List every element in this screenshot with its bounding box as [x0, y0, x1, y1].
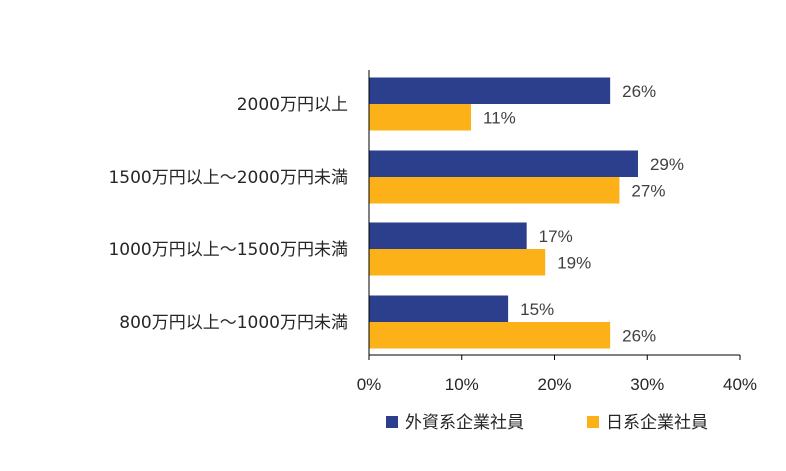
- bar-japanese-2: [369, 249, 546, 276]
- category-label-1: 1500万円以上～2000万円未満: [108, 168, 348, 188]
- data-label-foreign-3: 15%: [520, 300, 554, 319]
- bar-foreign-1: [369, 150, 638, 177]
- data-label-japanese-2: 19%: [557, 253, 591, 272]
- x-tick-label-2: 20%: [537, 375, 571, 394]
- labels-layer: 26% 11% 2000万円以上 29% 27% 1500万円以上～2000万円未満 17%…: [108, 82, 684, 346]
- bar-foreign-0: [369, 77, 611, 104]
- category-label-0: 2000万円以上: [237, 95, 348, 115]
- bar-foreign-3: [369, 295, 509, 322]
- bars-layer: [369, 77, 638, 349]
- x-tick-label-4: 40%: [723, 375, 757, 394]
- x-tick-label-1: 10%: [445, 375, 479, 394]
- bar-foreign-2: [369, 222, 527, 249]
- category-label-3: 800万円以上～1000万円未満: [119, 313, 348, 333]
- legend-swatch-foreign: [386, 416, 398, 428]
- x-tick-label-3: 30%: [630, 375, 664, 394]
- legend-swatch-japanese: [587, 416, 599, 428]
- legend-label-foreign: 外資系企業社員: [405, 413, 524, 433]
- x-tick-label-0: 0%: [357, 375, 382, 394]
- axis-layer: 0% 10% 20% 30% 40%: [357, 70, 757, 394]
- data-label-japanese-1: 27%: [631, 181, 665, 200]
- bar-japanese-3: [369, 322, 611, 349]
- data-label-foreign-0: 26%: [622, 82, 656, 101]
- bar-japanese-1: [369, 177, 620, 204]
- legend: 外資系企業社員 日系企業社員: [386, 413, 708, 433]
- data-label-japanese-0: 11%: [483, 108, 516, 127]
- data-label-foreign-2: 17%: [539, 227, 573, 246]
- data-label-japanese-3: 26%: [622, 326, 656, 345]
- data-label-foreign-1: 29%: [650, 155, 684, 174]
- category-label-2: 1000万円以上～1500万円未満: [108, 240, 348, 260]
- bar-japanese-0: [369, 104, 472, 131]
- legend-label-japanese: 日系企業社員: [606, 413, 708, 433]
